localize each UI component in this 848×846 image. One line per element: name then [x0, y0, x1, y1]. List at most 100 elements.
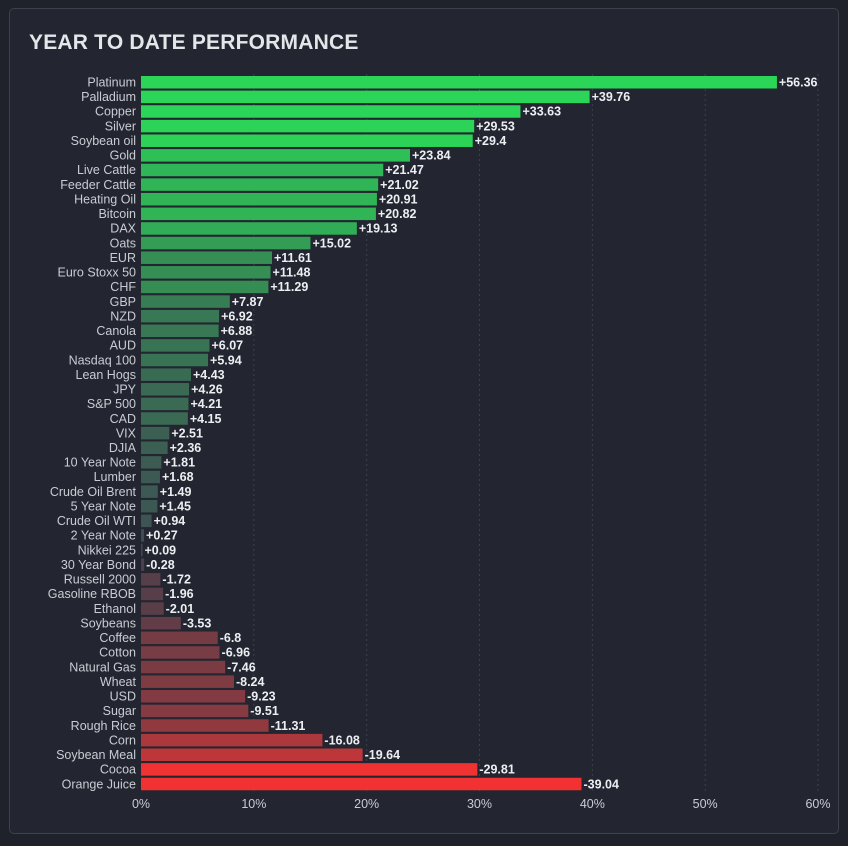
x-tick-label: 60% — [805, 797, 830, 811]
chart-title: YEAR TO DATE PERFORMANCE — [29, 31, 359, 54]
value-label: +11.61 — [274, 251, 312, 265]
bar — [141, 309, 220, 323]
category-label: Russell 2000 — [64, 573, 136, 587]
category-label: Gasoline RBOB — [48, 587, 136, 601]
bar — [141, 368, 191, 381]
category-label: Lumber — [94, 470, 136, 484]
value-label: +39.76 — [592, 90, 631, 104]
bar — [141, 499, 158, 513]
value-label: -29.81 — [479, 763, 514, 777]
category-label: NZD — [110, 309, 136, 323]
bar — [141, 616, 181, 630]
category-label: Silver — [105, 119, 136, 133]
value-label: +4.26 — [191, 383, 223, 397]
category-label: CAD — [110, 412, 136, 426]
bar — [141, 412, 188, 425]
category-label: 10 Year Note — [64, 456, 136, 470]
bar — [141, 207, 376, 221]
value-label: +56.36 — [779, 76, 818, 90]
value-label: -8.24 — [236, 675, 265, 689]
value-label: -11.31 — [271, 719, 306, 733]
value-label: -0.28 — [146, 558, 175, 572]
value-label: +4.15 — [190, 412, 222, 426]
bar — [141, 470, 160, 484]
category-label: Nasdaq 100 — [69, 353, 136, 367]
value-label: +0.27 — [146, 529, 178, 543]
bar — [141, 251, 272, 264]
category-label: DAX — [110, 222, 136, 236]
value-label: +19.13 — [359, 222, 398, 236]
x-tick-label: 0% — [132, 797, 150, 811]
category-label: Soybean oil — [71, 134, 136, 148]
value-label: +20.91 — [379, 192, 418, 206]
category-label: Gold — [110, 149, 136, 163]
bar — [141, 105, 521, 118]
value-label: -2.01 — [166, 602, 195, 616]
value-label: +21.02 — [380, 178, 419, 192]
bar — [141, 266, 271, 279]
x-tick-label: 40% — [580, 797, 605, 811]
category-label: Natural Gas — [69, 660, 136, 674]
bar — [141, 222, 357, 235]
category-label: Wheat — [100, 675, 137, 689]
bar — [141, 690, 246, 703]
category-label: Rough Rice — [71, 719, 136, 733]
bar — [141, 675, 234, 688]
bar — [141, 646, 220, 659]
bar — [141, 339, 210, 352]
bar — [141, 295, 230, 308]
value-label: -1.96 — [165, 587, 194, 601]
category-label: Palladium — [81, 90, 136, 104]
category-label: Cotton — [99, 646, 136, 660]
category-label: GBP — [110, 295, 136, 309]
value-label: +29.53 — [476, 119, 515, 133]
value-label: +6.07 — [211, 339, 243, 353]
value-label: +1.81 — [163, 456, 195, 470]
bar — [141, 76, 777, 89]
value-label: +7.87 — [232, 295, 264, 309]
value-label: +1.45 — [159, 499, 191, 513]
bar — [141, 324, 219, 338]
category-label: AUD — [110, 339, 136, 353]
value-label: +23.84 — [412, 149, 451, 163]
category-label: 5 Year Note — [71, 499, 136, 513]
bar — [141, 149, 410, 162]
value-label: +33.63 — [522, 105, 561, 119]
value-label: -16.08 — [324, 733, 359, 747]
value-label: +4.21 — [191, 397, 223, 411]
bar — [141, 90, 590, 104]
category-label: Euro Stoxx 50 — [57, 266, 136, 280]
category-label: VIX — [116, 426, 137, 440]
x-tick-label: 20% — [354, 797, 379, 811]
value-label: -9.51 — [250, 704, 279, 718]
category-label: Corn — [109, 733, 136, 747]
value-label: +15.02 — [312, 236, 351, 250]
value-label: +20.82 — [378, 207, 417, 221]
value-label: +2.36 — [170, 441, 202, 455]
value-label: +11.29 — [270, 280, 308, 294]
bar — [141, 733, 323, 747]
category-label: Sugar — [103, 704, 136, 718]
bar — [141, 704, 249, 718]
value-label: +29.4 — [475, 134, 507, 148]
bar — [141, 631, 218, 645]
value-label: -39.04 — [584, 777, 619, 791]
category-label: S&P 500 — [87, 397, 136, 411]
category-label: JPY — [113, 383, 137, 397]
category-label: Feeder Cattle — [60, 178, 136, 192]
bar — [141, 178, 379, 191]
bar — [141, 163, 384, 177]
category-label: Coffee — [99, 631, 136, 645]
category-label: Lean Hogs — [76, 368, 136, 382]
category-label: 2 Year Note — [71, 529, 136, 543]
value-label: +4.43 — [193, 368, 225, 382]
category-label: Oats — [110, 236, 136, 250]
category-label: Canola — [96, 324, 136, 338]
bar — [141, 426, 170, 440]
bar — [141, 280, 269, 294]
value-label: +5.94 — [210, 353, 242, 367]
category-label: Live Cattle — [77, 163, 136, 177]
bar — [141, 397, 189, 411]
category-label: Cocoa — [100, 763, 136, 777]
